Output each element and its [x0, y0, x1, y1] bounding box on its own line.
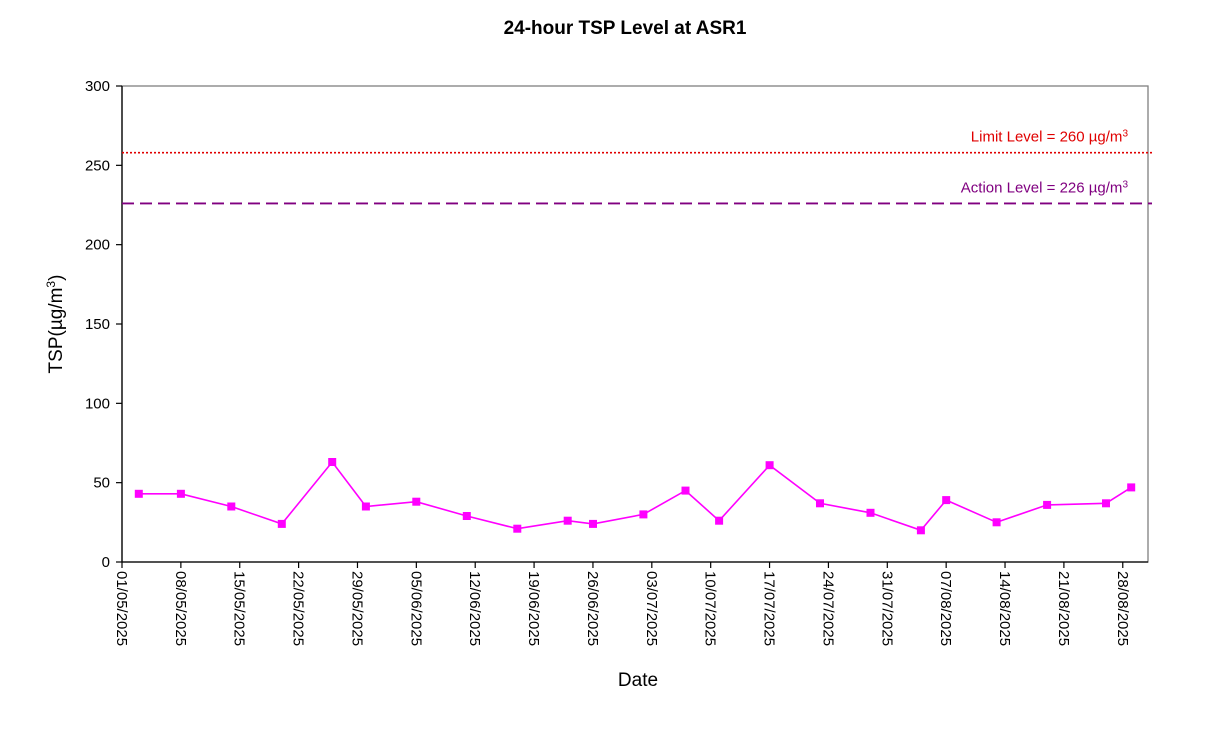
reference-label-sup: 3 [1122, 179, 1128, 190]
data-point [227, 502, 236, 511]
x-tick-label: 15/05/2025 [231, 571, 248, 646]
reference-label: Action Level = 226 µg/m3 [961, 179, 1129, 197]
reference-label-unit: µg/m [1089, 129, 1123, 146]
x-tick-label: 21/08/2025 [1055, 571, 1072, 646]
data-point [1127, 483, 1136, 492]
y-axis-ticks: 0 50 100 150 200 250 300 [85, 78, 122, 571]
data-point [134, 489, 143, 498]
data-point [563, 516, 572, 525]
x-axis-title: Date [618, 670, 658, 691]
data-point [681, 486, 690, 495]
data-point [916, 526, 925, 535]
x-tick-label: 07/08/2025 [937, 571, 954, 646]
x-tick-label: 10/07/2025 [702, 571, 719, 646]
x-tick-label: 17/07/2025 [761, 571, 778, 646]
x-tick-label: 22/05/2025 [290, 571, 307, 646]
y-tick-label: 250 [85, 157, 110, 174]
reference-label-text: Limit Level = 260 [971, 129, 1089, 146]
y-tick-label: 200 [85, 237, 110, 254]
x-tick-label: 26/06/2025 [584, 571, 601, 646]
plot-frame [121, 85, 1149, 563]
x-tick-label: 01/05/2025 [113, 571, 130, 646]
x-tick-label: 05/06/2025 [407, 571, 424, 646]
y-tick-label: 100 [85, 395, 110, 412]
y-axis-title-unit: µg/m [46, 288, 67, 331]
x-tick-label: 24/07/2025 [819, 571, 836, 646]
x-tick-label: 03/07/2025 [643, 571, 660, 646]
x-tick-label: 12/06/2025 [466, 571, 483, 646]
data-point [412, 497, 421, 506]
x-tick-label: 14/08/2025 [996, 571, 1013, 646]
y-axis-title-prefix: TSP( [46, 330, 67, 374]
y-tick-label: 300 [85, 78, 110, 95]
data-point [942, 496, 951, 505]
data-point [866, 508, 875, 517]
reference-label-sup: 3 [1122, 128, 1128, 139]
plot-area [121, 85, 1149, 563]
data-point [361, 502, 370, 511]
data-point [1043, 500, 1052, 509]
data-point [589, 519, 597, 528]
y-axis-title: TSP(µg/m3) [44, 275, 67, 374]
x-tick-label: 29/05/2025 [348, 571, 365, 646]
data-point [992, 518, 1001, 527]
data-point [513, 524, 522, 533]
x-tick-label: 28/08/2025 [1114, 571, 1131, 646]
reference-label: Limit Level = 260 µg/m3 [971, 128, 1129, 146]
data-point [277, 519, 286, 528]
x-tick-label: 19/06/2025 [525, 571, 542, 646]
data-point [1102, 499, 1110, 508]
x-tick-label: 31/07/2025 [878, 571, 895, 646]
y-tick-label: 0 [102, 554, 110, 571]
reference-label-unit: µg/m [1089, 179, 1123, 196]
data-point [765, 461, 774, 470]
data-point [715, 516, 724, 525]
data-point [816, 499, 824, 508]
y-tick-label: 50 [93, 475, 110, 492]
x-tick-label: 08/05/2025 [172, 571, 189, 646]
data-point [639, 510, 648, 519]
data-point [176, 489, 185, 498]
series-layer [134, 458, 1136, 535]
x-axis-ticks: 01/05/2025 08/05/2025 15/05/2025 22/05/2025… [113, 562, 1131, 646]
y-axis-title-suffix: ) [46, 275, 67, 281]
data-point [328, 458, 337, 466]
reference-label-text: Action Level = 226 [961, 179, 1089, 196]
y-tick-label: 150 [85, 316, 110, 333]
series-line [138, 460, 1132, 532]
data-point [462, 512, 471, 520]
chart-title: 24-hour TSP Level at ASR1 [504, 18, 747, 39]
y-axis-title-sup: 3 [44, 281, 58, 288]
